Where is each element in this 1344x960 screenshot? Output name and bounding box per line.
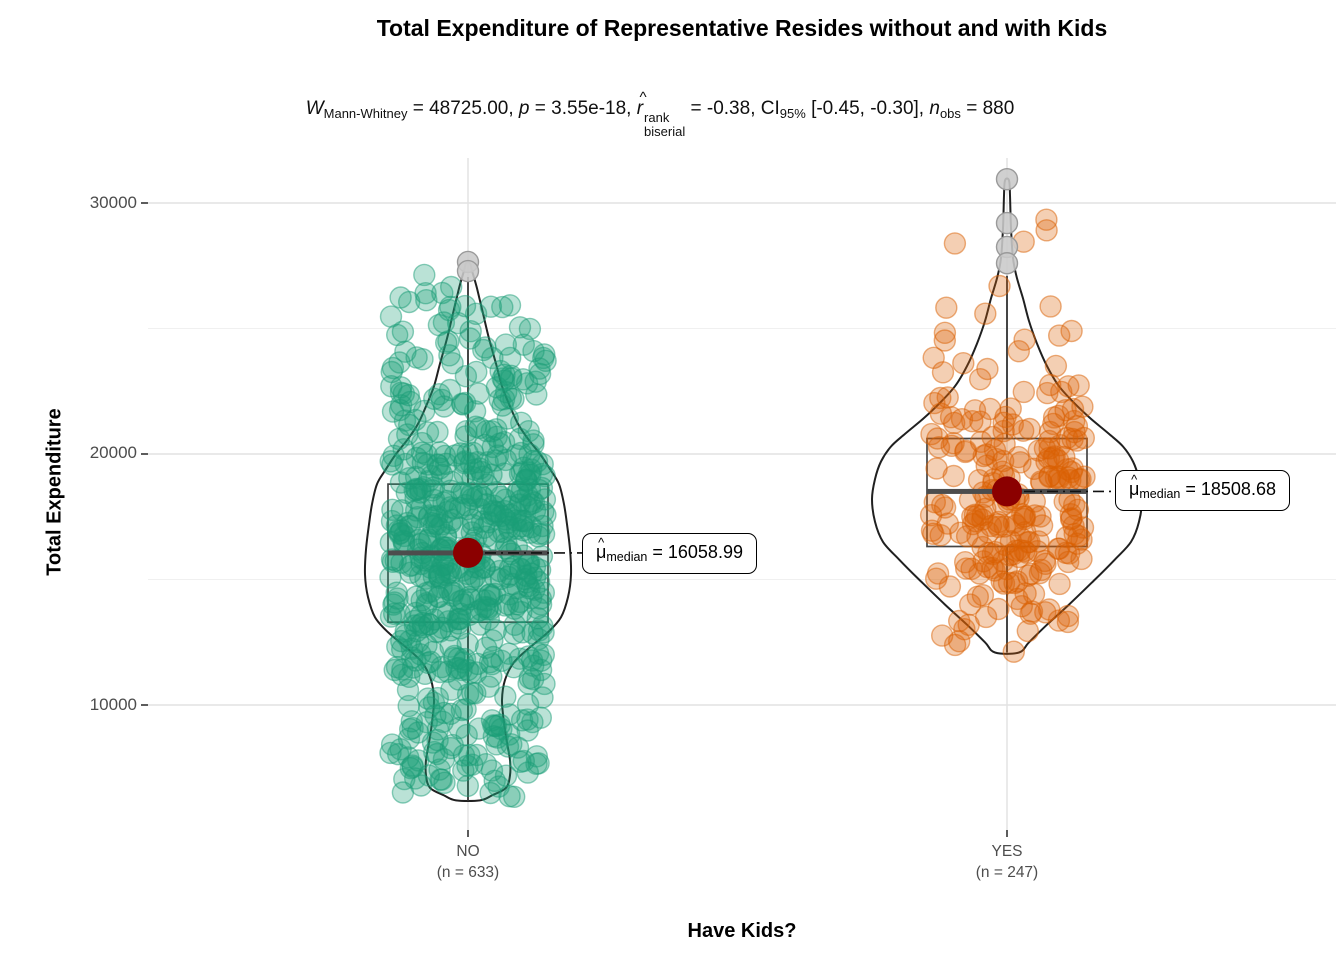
median-label-yes: ^ μmedian = 18508.68 [1115, 470, 1290, 511]
median-label-no: ^ μmedian = 16058.99 [582, 533, 757, 574]
median-value-yes: 18508.68 [1200, 479, 1276, 499]
stat-ci-value: [-0.45, -0.30], [805, 98, 930, 119]
stat-p-value: = 3.55e-18, [529, 98, 637, 119]
x-tick-label-no: NO (n = 633) [358, 841, 578, 883]
stat-ci-symbol: CI [760, 98, 780, 119]
x-tick-label-no-count: (n = 633) [436, 864, 500, 881]
outlier-point [456, 259, 480, 283]
x-tick-label-no-category: NO [456, 843, 480, 860]
median-subscript-no: median [606, 550, 648, 564]
plot-title: Total Expenditure of Representative Resi… [376, 15, 1108, 41]
median-eq-yes: = [1180, 479, 1201, 499]
stat-p-symbol: p [518, 98, 530, 119]
y-tick-label-30000: 30000 [89, 193, 137, 212]
outlier-point [995, 211, 1019, 235]
mu-hat-symbol-no: ^ μ [596, 535, 607, 562]
outlier-point [995, 167, 1019, 191]
plot-subtitle: WMann-Whitney = 48725.00, p = 3.55e-18, … [0, 88, 1320, 138]
x-axis-title: Have Kids? [687, 920, 797, 942]
stat-n-subscript: obs [939, 106, 961, 121]
stat-w-value: = 48725.00, [407, 98, 519, 119]
stat-r-supsub: rank biserial [644, 111, 685, 138]
axis-ticks [141, 202, 1008, 837]
median-subscript-yes: median [1139, 487, 1181, 501]
stat-n-value: = 880 [960, 98, 1015, 119]
x-tick-label-yes-category: YES [991, 843, 1023, 860]
outlier-point [995, 252, 1019, 275]
y-tick-label-20000: 20000 [89, 443, 137, 462]
x-tick-label-yes-count: (n = 247) [975, 864, 1039, 881]
median-value-no: 16058.99 [667, 542, 743, 562]
stat-r-superscript: rank [644, 110, 670, 125]
stat-w-subscript: Mann-Whitney [323, 106, 408, 121]
stat-r-symbol: ^ r [636, 88, 647, 119]
stat-r-value: = -0.38, [685, 98, 761, 119]
median-point-no [453, 537, 483, 568]
stat-ci-subscript: 95% [779, 106, 806, 121]
mu-hat-symbol-yes: ^ μ [1129, 472, 1140, 499]
median-eq-no: = [647, 542, 668, 562]
stat-r-subscript: biserial [644, 123, 686, 139]
stat-n-symbol: n [929, 98, 940, 119]
y-tick-label-10000: 10000 [89, 695, 137, 714]
y-axis-title: Total Expenditure [43, 408, 66, 576]
jitter-points-no [379, 263, 557, 808]
stat-r-hat: ^ [639, 88, 647, 106]
stat-w-symbol: W [305, 98, 324, 119]
median-point-yes [992, 476, 1022, 507]
x-tick-label-yes: YES (n = 247) [897, 841, 1117, 883]
